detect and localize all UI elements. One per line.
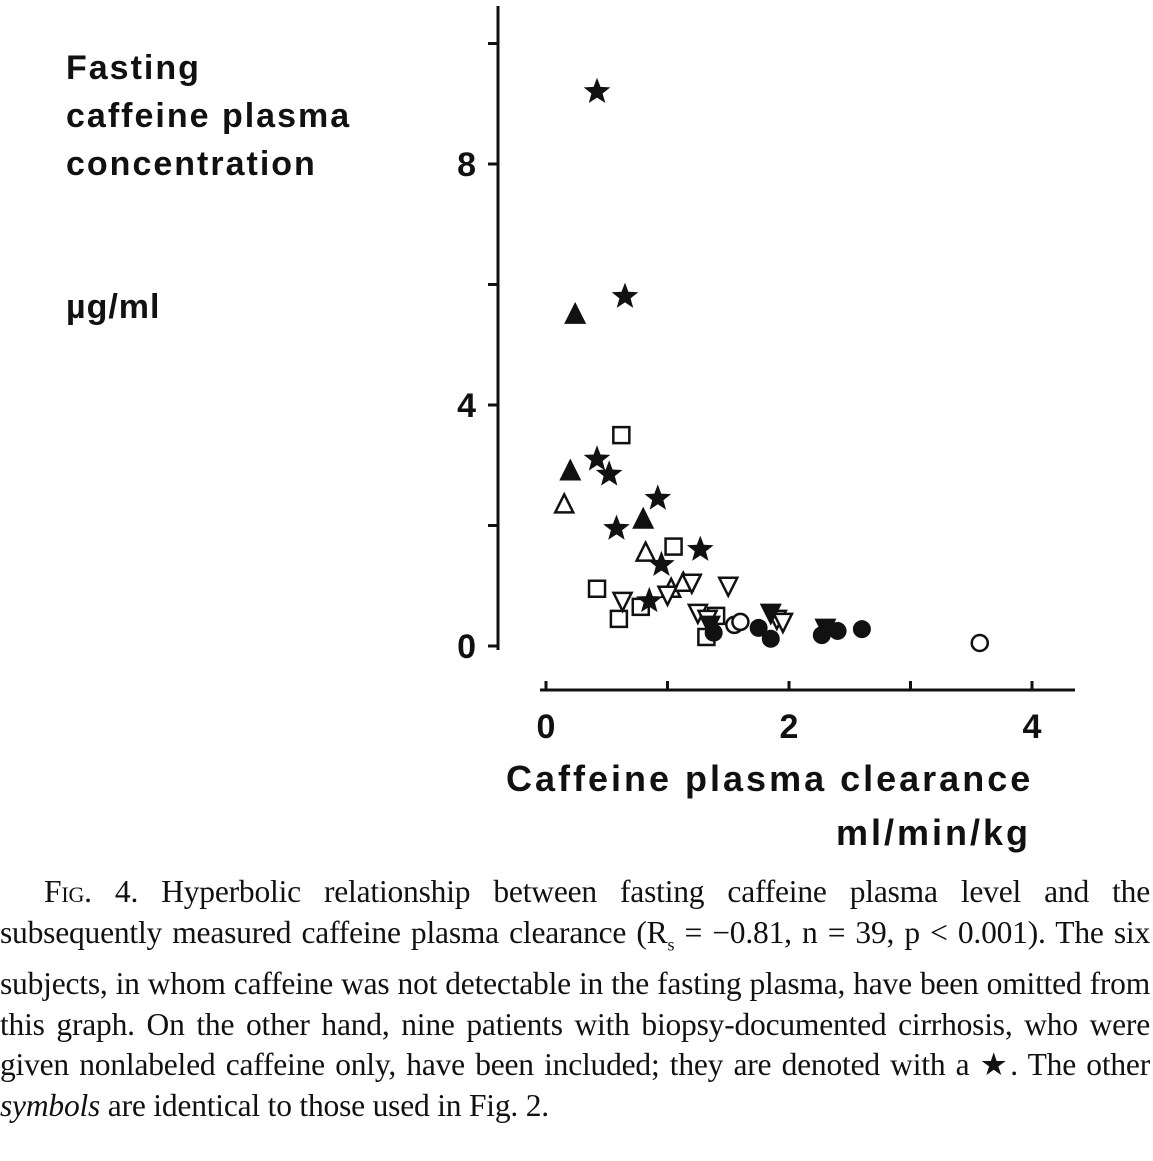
star-marker bbox=[644, 484, 672, 510]
star-marker bbox=[636, 586, 663, 613]
filled-inverted-triangle-marker bbox=[699, 615, 722, 638]
caption-text-3: are identical to those used in Fig. 2. bbox=[100, 1087, 549, 1123]
caption-italic: symbols bbox=[0, 1087, 101, 1123]
open-square-marker bbox=[609, 609, 629, 629]
open-square-marker bbox=[612, 425, 631, 445]
filled-triangle-marker bbox=[564, 301, 587, 324]
y-axis-title-line-2: caffeine plasma bbox=[66, 97, 352, 135]
x-tick-label: 4 bbox=[1023, 708, 1042, 746]
data-points bbox=[553, 77, 990, 653]
figure-caption: Fig. 4. Hyperbolic relationship between … bbox=[0, 872, 1150, 1126]
star-marker bbox=[595, 460, 623, 486]
open-inverted-triangle-marker bbox=[771, 612, 794, 635]
y-tick-label: 8 bbox=[457, 146, 476, 184]
open-inverted-triangle-marker bbox=[717, 576, 740, 599]
star-marker bbox=[648, 550, 675, 576]
star-marker bbox=[603, 514, 630, 540]
y-tick-label: 4 bbox=[457, 387, 476, 425]
filled-circle-marker bbox=[852, 620, 871, 639]
open-triangle-marker bbox=[634, 539, 657, 562]
filled-circle-marker bbox=[749, 618, 768, 637]
open-square-marker bbox=[664, 537, 683, 556]
x-axis-title: Caffeine plasma clearance bbox=[506, 758, 1034, 799]
y-axis-title-line-3: concentration bbox=[66, 145, 317, 183]
open-inverted-triangle-marker bbox=[680, 573, 703, 596]
y-axis-unit: µg/ml bbox=[66, 288, 161, 326]
y-tick-label: 0 bbox=[457, 628, 476, 666]
y-axis-title: Fasting caffeine plasma concentration bbox=[66, 44, 446, 188]
open-triangle-marker bbox=[553, 491, 576, 514]
scatter-plot: 0 4 8 0 2 4 bbox=[457, 6, 1075, 746]
x-tick-label: 2 bbox=[780, 708, 799, 746]
filled-inverted-triangle-marker bbox=[814, 618, 837, 641]
star-marker bbox=[583, 445, 611, 471]
x-axis-unit: ml/min/kg bbox=[836, 812, 1032, 853]
filled-triangle-marker bbox=[632, 506, 655, 529]
filled-inverted-triangle-marker bbox=[759, 603, 782, 626]
star-marker bbox=[611, 282, 639, 308]
caption-fig-label: Fig bbox=[44, 874, 85, 909]
caption-text-1: . 4. Hyperbolic relationship between fas… bbox=[0, 874, 1150, 950]
star-marker bbox=[583, 77, 611, 103]
open-circle-marker bbox=[970, 633, 990, 653]
filled-circle-marker bbox=[828, 621, 847, 640]
filled-circle-marker bbox=[761, 629, 780, 648]
star-marker bbox=[687, 535, 714, 561]
open-circle-marker bbox=[731, 612, 750, 632]
open-inverted-triangle-marker bbox=[656, 585, 679, 608]
open-square-marker bbox=[587, 579, 607, 599]
caption-text-2: = −0.81, n = 39, p < 0.001). The six sub… bbox=[0, 914, 1150, 1083]
caption-subscript: s bbox=[667, 933, 675, 954]
y-axis-title-line-1: Fasting bbox=[66, 49, 201, 87]
axes: 0 4 8 0 2 4 bbox=[457, 6, 1075, 746]
open-inverted-triangle-marker bbox=[611, 591, 634, 614]
x-tick-label: 0 bbox=[537, 708, 556, 746]
filled-triangle-marker bbox=[559, 458, 582, 481]
